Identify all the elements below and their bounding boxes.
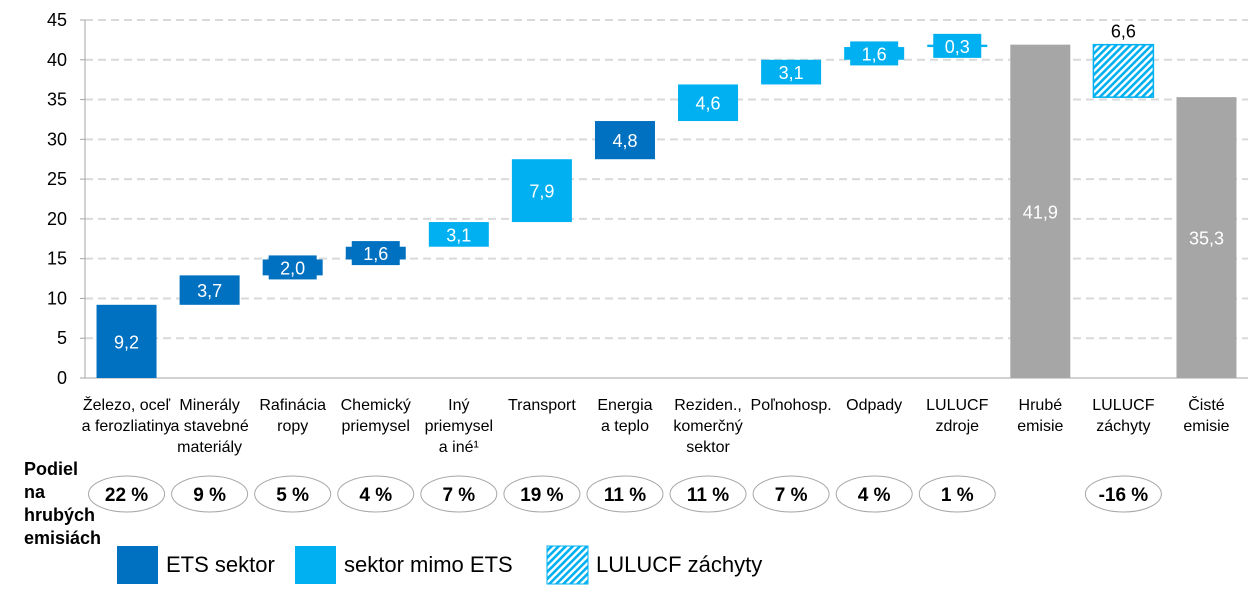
bar-total <box>1010 44 1071 378</box>
data-label-box <box>268 255 317 280</box>
y-tick-label: 45 <box>47 10 67 30</box>
share-value: 7 % <box>775 485 808 506</box>
legend-swatch-lulucf <box>546 545 589 585</box>
bar-ets <box>96 304 157 378</box>
category-label: Odpady <box>846 397 902 414</box>
category-label: Železo, oceľ a ferozliatiny <box>82 395 172 435</box>
data-label: 7,9 <box>529 182 554 202</box>
data-label: 1,6 <box>862 44 887 64</box>
share-ellipse <box>254 475 332 513</box>
data-label-box <box>850 41 899 66</box>
category-label: Hrubé emisie <box>1017 397 1063 435</box>
bar-total <box>1176 97 1237 379</box>
share-value: 22 % <box>105 485 148 506</box>
legend-swatch-non_ets <box>295 546 336 584</box>
share-value: 7 % <box>442 485 475 506</box>
bar-ets <box>179 275 240 305</box>
data-label: 4,8 <box>612 131 637 151</box>
y-tick-label: 25 <box>47 169 67 189</box>
data-label-box <box>767 60 816 85</box>
y-tick-label: 35 <box>47 90 67 110</box>
data-label: 3,1 <box>779 63 804 83</box>
data-label-box <box>434 222 483 247</box>
share-value: 11 % <box>687 485 729 506</box>
share-ellipse <box>586 475 664 513</box>
category-label: LULUCF zdroje <box>926 397 988 435</box>
share-value: 4 % <box>359 485 392 506</box>
y-tick-label: 20 <box>47 209 67 229</box>
legend-label: ETS sektor <box>166 552 275 577</box>
category-label: Transport <box>508 397 576 414</box>
data-label: 1,6 <box>363 244 388 264</box>
data-label: 41,9 <box>1023 202 1058 222</box>
y-tick-label: 30 <box>47 129 67 149</box>
data-label: 0,3 <box>945 37 970 57</box>
category-label: Poľnohosp. <box>751 397 832 414</box>
data-label: 35,3 <box>1189 229 1224 249</box>
category-label: Reziden., komerčný sektor <box>673 397 742 456</box>
share-value: 1 % <box>941 485 974 506</box>
share-ellipse <box>503 475 581 513</box>
share-ellipse <box>88 475 166 513</box>
share-ellipse <box>171 475 249 513</box>
y-tick-label: 0 <box>57 368 67 388</box>
share-value: 5 % <box>276 485 309 506</box>
data-label: 3,7 <box>197 281 222 301</box>
legend-swatch-ets <box>117 546 158 584</box>
data-label: 2,0 <box>280 258 305 278</box>
share-title: Podiel na hrubých emisiách <box>24 459 101 548</box>
category-label: Čisté emisie <box>1183 395 1229 435</box>
bar-lulucf <box>1092 43 1155 98</box>
share-value: -16 % <box>1099 485 1149 506</box>
share-value: 11 % <box>604 485 646 506</box>
data-label: 4,6 <box>696 94 721 114</box>
category-label: LULUCF záchyty <box>1092 397 1154 435</box>
share-ellipse <box>337 475 415 513</box>
bar-non_ets <box>678 84 739 122</box>
share-ellipse <box>1084 475 1162 513</box>
data-label: 6,6 <box>1111 22 1136 42</box>
category-label: Energia a teplo <box>597 397 652 435</box>
bar-non_ets <box>511 159 572 223</box>
share-value: 9 % <box>193 485 226 506</box>
legend-label: sektor mimo ETS <box>344 552 513 577</box>
category-label: Chemický priemysel <box>341 397 411 435</box>
legend-label: LULUCF záchyty <box>596 552 762 577</box>
share-ellipse <box>752 475 830 513</box>
share-ellipse <box>918 475 996 513</box>
share-value: 19 % <box>520 485 563 506</box>
y-tick-label: 40 <box>47 50 67 70</box>
y-tick-label: 10 <box>47 288 67 308</box>
share-ellipse <box>420 475 498 513</box>
category-label: Minerály a stavebné materiály <box>170 397 248 456</box>
share-ellipse <box>669 475 747 513</box>
data-label: 9,2 <box>114 332 139 352</box>
bar-ets <box>594 121 655 160</box>
data-label-box <box>933 33 982 58</box>
share-ellipse <box>835 475 913 513</box>
data-label: 3,1 <box>446 225 471 245</box>
category-label: Rafinácia ropy <box>259 397 326 435</box>
y-tick-label: 5 <box>57 328 67 348</box>
y-tick-label: 15 <box>47 249 67 269</box>
share-value: 4 % <box>858 485 891 506</box>
data-label-box <box>351 241 400 266</box>
category-label: Iný priemysel a iné¹ <box>425 397 493 456</box>
